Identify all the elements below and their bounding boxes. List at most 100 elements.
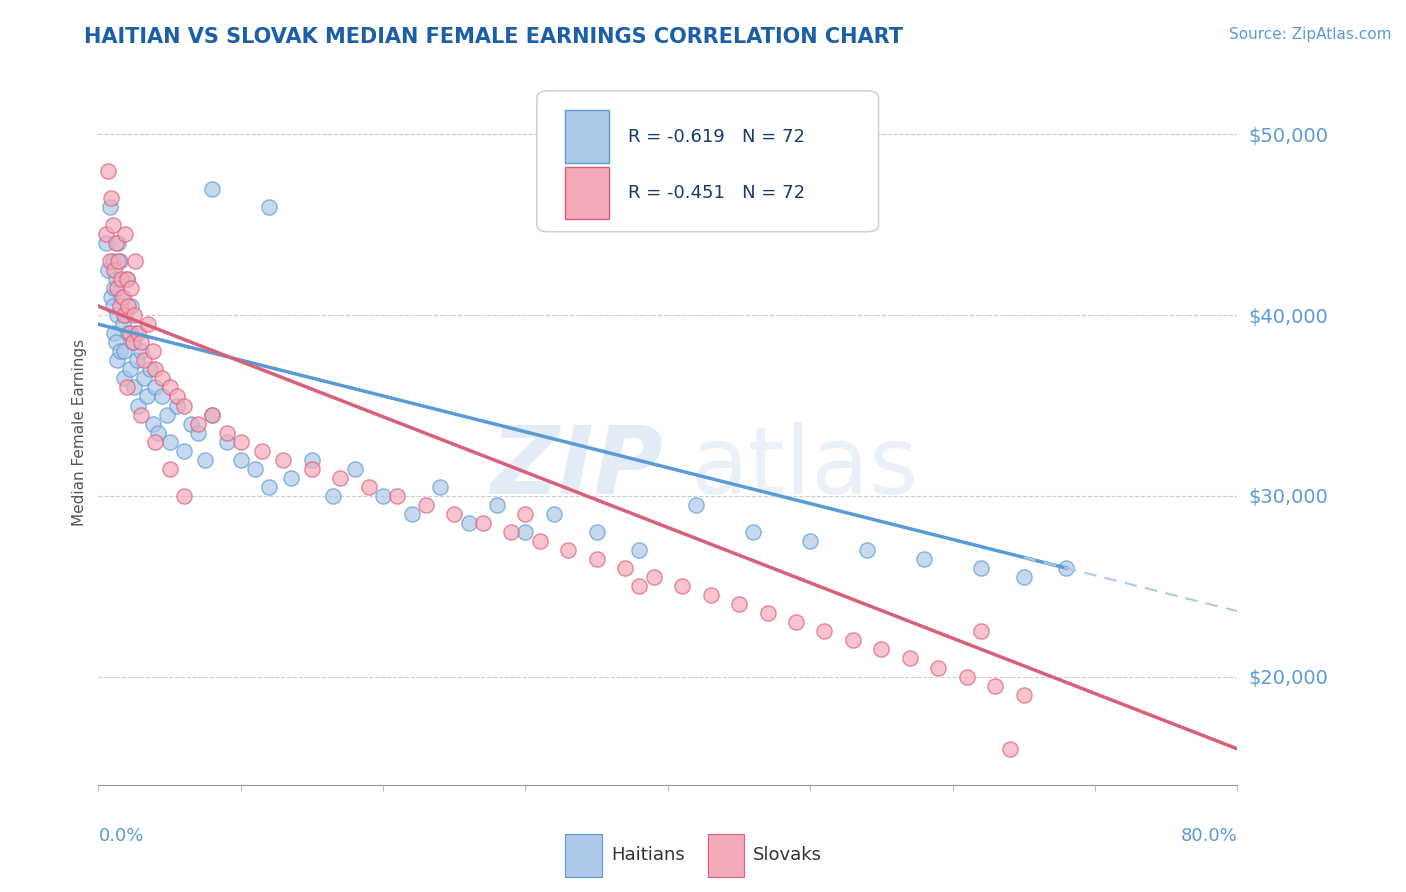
Point — [250, 443, 273, 458]
Text: Haitians: Haitians — [612, 847, 685, 864]
Point — [122, 308, 145, 322]
Point — [105, 308, 128, 322]
Point — [443, 507, 465, 521]
Point — [429, 480, 451, 494]
Point — [152, 389, 174, 403]
Point — [229, 452, 252, 467]
Point — [543, 507, 565, 521]
Text: Source: ZipAtlas.com: Source: ZipAtlas.com — [1229, 27, 1392, 42]
Point — [201, 408, 224, 422]
Point — [129, 408, 152, 422]
Point — [322, 489, 344, 503]
Point — [180, 417, 202, 431]
Point — [671, 579, 693, 593]
Point — [173, 443, 195, 458]
Point — [159, 434, 181, 449]
Point — [103, 281, 125, 295]
Point — [94, 227, 117, 241]
Point — [159, 380, 181, 394]
Point — [643, 570, 665, 584]
Y-axis label: Median Female Earnings: Median Female Earnings — [72, 339, 87, 526]
Point — [166, 399, 188, 413]
Point — [145, 434, 167, 449]
Point — [998, 741, 1021, 756]
Point — [121, 335, 143, 350]
Point — [585, 552, 607, 566]
Point — [194, 452, 217, 467]
Point — [122, 380, 145, 394]
Text: 0.0%: 0.0% — [98, 827, 143, 846]
Point — [118, 326, 141, 341]
Point — [970, 624, 993, 639]
Point — [259, 480, 281, 494]
Point — [104, 335, 127, 350]
Point — [115, 272, 138, 286]
Point — [243, 462, 266, 476]
Point — [173, 399, 195, 413]
Point — [471, 516, 494, 530]
Point — [112, 308, 135, 322]
Bar — [565, 167, 609, 219]
Point — [104, 272, 127, 286]
Point — [201, 408, 224, 422]
Point — [259, 200, 281, 214]
Point — [114, 308, 136, 322]
Point — [166, 389, 188, 403]
Point — [970, 561, 993, 575]
Point — [101, 254, 124, 268]
Point — [557, 543, 579, 558]
Point — [112, 371, 135, 385]
Point — [486, 498, 509, 512]
Point — [124, 326, 146, 341]
Point — [1012, 570, 1035, 584]
Point — [529, 534, 551, 549]
Point — [127, 326, 149, 341]
Point — [107, 254, 129, 268]
Point — [927, 660, 949, 674]
Text: R = -0.619   N = 72: R = -0.619 N = 72 — [628, 128, 806, 145]
Point — [159, 462, 181, 476]
Point — [373, 489, 395, 503]
FancyBboxPatch shape — [537, 91, 879, 232]
Point — [138, 362, 160, 376]
Point — [956, 669, 979, 683]
Point — [111, 317, 134, 331]
Point — [97, 163, 120, 178]
Text: ZIP: ZIP — [491, 422, 664, 514]
Point — [585, 524, 607, 539]
Point — [301, 452, 323, 467]
Point — [148, 425, 170, 440]
Point — [94, 235, 117, 250]
Point — [105, 281, 128, 295]
Point — [685, 498, 707, 512]
Point — [129, 335, 152, 350]
Point — [135, 389, 157, 403]
Point — [273, 452, 295, 467]
Point — [301, 462, 323, 476]
Point — [129, 344, 152, 359]
Point — [357, 480, 380, 494]
Point — [101, 299, 124, 313]
Point — [515, 507, 537, 521]
Point — [756, 607, 779, 621]
Point — [110, 290, 132, 304]
Point — [785, 615, 807, 630]
Point — [117, 299, 139, 313]
Point — [127, 399, 149, 413]
Point — [100, 290, 122, 304]
Point — [280, 471, 302, 485]
Point — [515, 524, 537, 539]
Point — [107, 235, 129, 250]
Point — [98, 254, 121, 268]
Bar — [565, 834, 602, 877]
Point — [141, 344, 163, 359]
Point — [105, 353, 128, 368]
Point — [156, 408, 179, 422]
Point — [215, 425, 238, 440]
Point — [125, 353, 148, 368]
Point — [132, 371, 155, 385]
Point — [103, 326, 125, 341]
Point — [141, 417, 163, 431]
Point — [124, 254, 146, 268]
Point — [628, 579, 651, 593]
